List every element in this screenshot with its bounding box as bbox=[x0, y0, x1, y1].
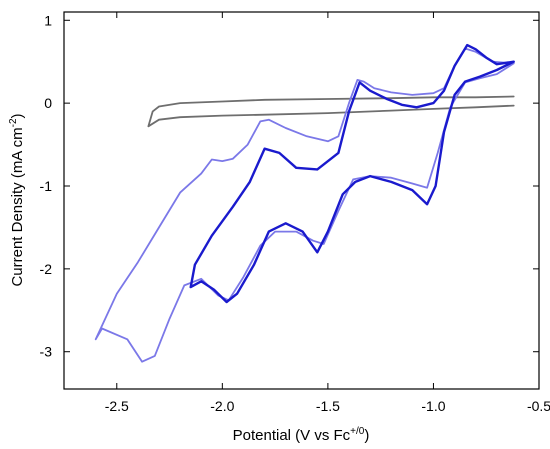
x-tick-label: -1.0 bbox=[421, 398, 445, 414]
x-axis-title: Potential (V vs Fc+/0) bbox=[233, 426, 370, 444]
x-axis-title-sup: +/0 bbox=[350, 426, 365, 437]
series-layer bbox=[94, 43, 515, 363]
series-line-3 bbox=[189, 43, 515, 304]
y-axis: -3 -2 -1 0 1 bbox=[40, 12, 539, 360]
y-tick-label: 0 bbox=[44, 95, 52, 111]
x-axis-title-main: Potential (V vs Fc bbox=[233, 427, 351, 444]
y-axis-title-sup: -2 bbox=[8, 118, 19, 127]
x-tick-label: -2.0 bbox=[210, 398, 234, 414]
x-tick-label: -0.5 bbox=[527, 398, 550, 414]
series-line-1 bbox=[147, 95, 515, 128]
y-tick-label: -3 bbox=[40, 344, 53, 360]
y-axis-title-end: ) bbox=[9, 113, 26, 118]
x-axis: -2.5 -2.0 -1.5 -1.0 -0.5 bbox=[105, 12, 550, 414]
plot-frame bbox=[63, 11, 540, 390]
y-tick-label: -1 bbox=[40, 178, 53, 194]
y-axis-title: Current Density (mA cm-2) bbox=[8, 113, 26, 286]
y-axis-title-main: Current Density (mA cm bbox=[9, 127, 26, 286]
y-tick-label: -2 bbox=[40, 261, 53, 277]
series-line-2 bbox=[94, 47, 515, 363]
x-tick-label: -1.5 bbox=[316, 398, 340, 414]
y-tick-label: 1 bbox=[44, 12, 52, 28]
x-tick-label: -2.5 bbox=[105, 398, 129, 414]
x-axis-title-end: ) bbox=[364, 427, 369, 444]
